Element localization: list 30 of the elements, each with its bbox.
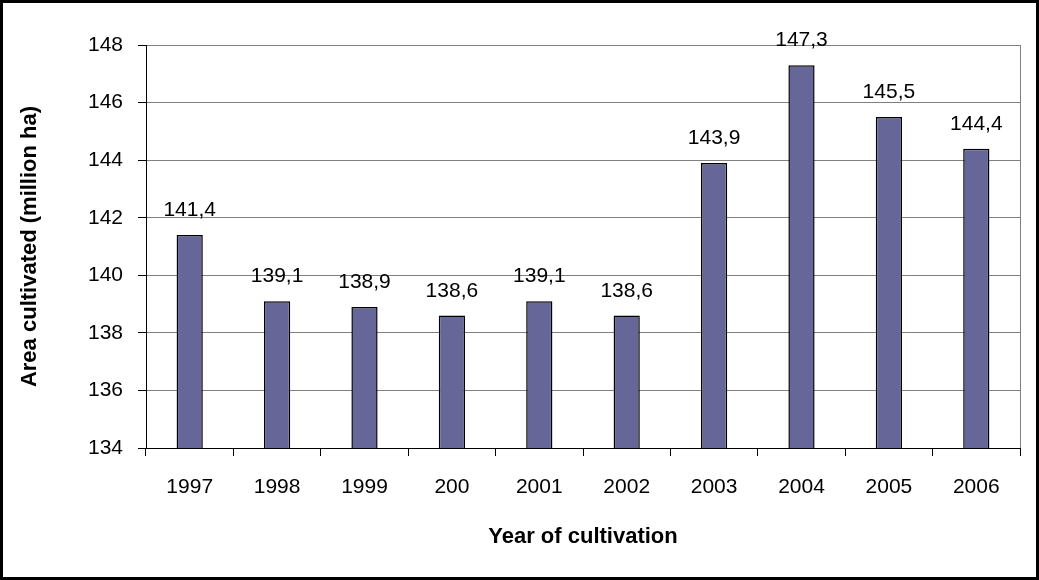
data-label: 145,5 [862,78,916,102]
x-axis-title: Year of cultivation [488,522,678,548]
y-axis-title: Area cultivated (million ha) [16,105,42,388]
data-label: 138,9 [338,268,391,292]
y-tick-label: 144 [87,146,124,170]
data-label: 144,4 [950,110,1003,134]
x-tick-label: 200 [434,474,470,498]
x-tick-label: 2004 [778,474,826,498]
data-label: 139,1 [250,263,304,287]
x-tick-label: 2006 [952,474,1000,498]
x-tick-label: 1999 [341,474,388,498]
x-tick-label: 1998 [253,474,301,498]
data-label: 147,3 [775,27,828,51]
y-tick-label: 134 [87,434,124,458]
y-tick-label: 142 [87,204,123,228]
x-tick-label: 2005 [865,474,913,498]
y-tick-label: 136 [87,377,123,401]
data-label: 143,9 [687,125,741,149]
y-tick-label: 140 [87,262,123,286]
y-tick-label: 138 [87,319,123,343]
x-tick-label: 2003 [690,474,738,498]
x-tick-label: 2002 [603,474,651,498]
y-tick-label: 146 [87,89,123,113]
data-label: 141,4 [163,196,217,220]
data-label: 139,1 [513,263,566,287]
x-tick-label: 1997 [166,474,214,498]
data-label: 138,6 [600,277,653,301]
y-tick-label: 148 [87,31,123,55]
x-tick-label: 2001 [515,474,563,498]
data-label: 138,6 [425,277,479,301]
